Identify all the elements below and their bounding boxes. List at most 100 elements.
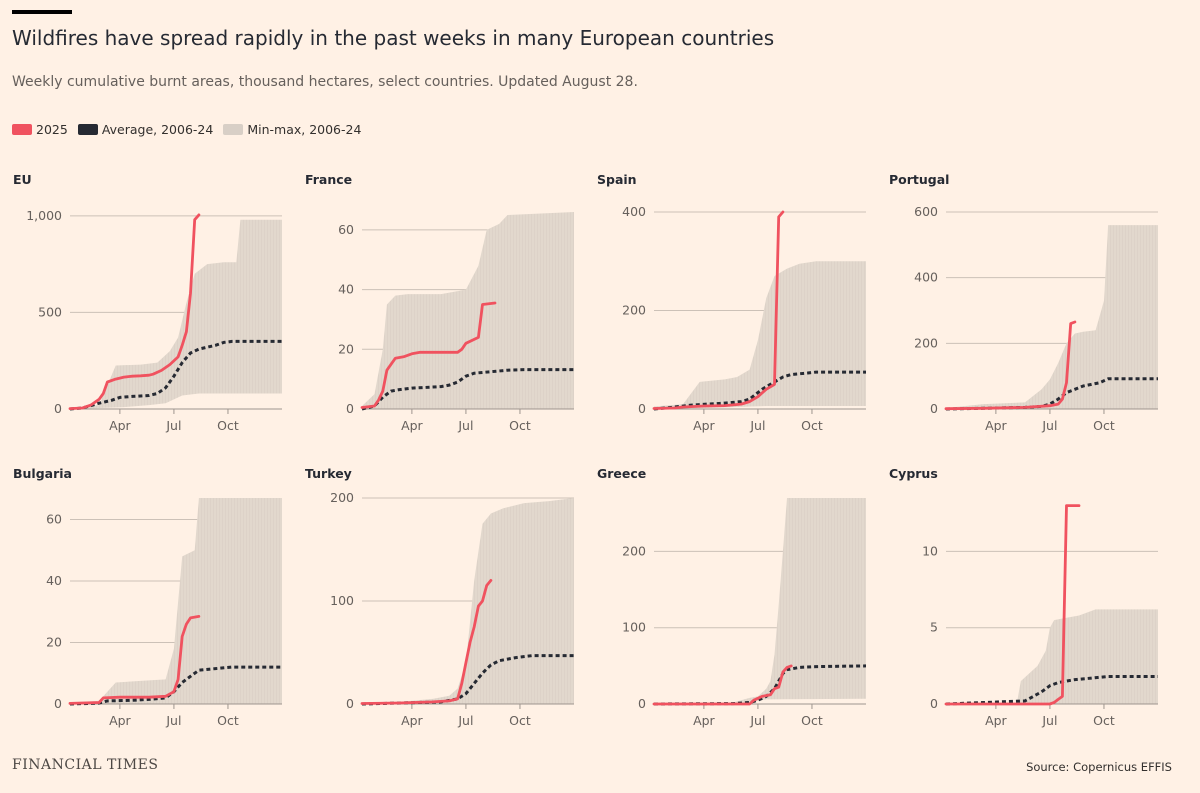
series-2025-line-turkey xyxy=(360,579,493,705)
y-tick-label: 0 xyxy=(346,696,354,711)
x-tick-label: Apr xyxy=(985,713,1007,728)
x-tick-label: Oct xyxy=(801,713,823,728)
series-2025-line-cyprus xyxy=(944,504,1081,706)
legend-label-average: Average, 2006-24 xyxy=(101,122,214,137)
x-tick-label: Jul xyxy=(1041,418,1057,433)
panel-title-france: France xyxy=(305,172,352,187)
y-tick-label: 40 xyxy=(338,282,354,297)
y-tick-label: 5 xyxy=(930,620,938,635)
panel-bulgaria: Bulgaria 0 20 40 60 Apr Jul Oct xyxy=(13,466,282,728)
panel-title-eu: EU xyxy=(13,172,32,187)
y-tick-label: 200 xyxy=(622,543,646,558)
average-line-france xyxy=(361,368,574,411)
series-2025-line-france xyxy=(360,301,497,409)
y-tick-label: 1,000 xyxy=(26,208,62,223)
y-tick-label: 0 xyxy=(930,696,938,711)
range-band-greece xyxy=(654,498,866,704)
x-tick-label: Apr xyxy=(401,713,423,728)
y-tick-label: 0 xyxy=(930,401,938,416)
y-tick-label: 20 xyxy=(338,341,354,356)
series-2025-line-eu xyxy=(68,213,201,411)
y-tick-label: 500 xyxy=(38,304,62,319)
x-tick-label: Apr xyxy=(401,418,423,433)
range-band-portugal xyxy=(946,225,1158,409)
panel-spain: Spain 0 200 400 Apr Jul Oct xyxy=(597,172,866,433)
y-tick-label: 200 xyxy=(914,335,938,350)
range-band-turkey xyxy=(362,498,574,704)
series-2025-line-spain xyxy=(652,210,785,410)
legend-swatch-2025 xyxy=(12,124,32,135)
series-2025-line-bulgaria xyxy=(68,615,201,705)
x-tick-label: Jul xyxy=(457,713,473,728)
panel-title-turkey: Turkey xyxy=(305,466,352,481)
x-tick-label: Oct xyxy=(217,713,239,728)
x-tick-label: Apr xyxy=(985,418,1007,433)
x-tick-label: Oct xyxy=(1093,418,1115,433)
legend-label-range: Min-max, 2006-24 xyxy=(247,122,362,137)
x-tick-label: Apr xyxy=(109,713,131,728)
header-rule xyxy=(12,10,72,14)
range-band-eu xyxy=(70,219,282,409)
x-tick-label: Oct xyxy=(509,418,531,433)
y-tick-label: 0 xyxy=(346,401,354,416)
average-line-cyprus xyxy=(945,675,1158,706)
source-note: Source: Copernicus EFFIS xyxy=(1026,760,1172,774)
panel-turkey: Turkey 0 100 200 Apr Jul Oct xyxy=(305,466,574,728)
x-tick-label: Jul xyxy=(749,713,765,728)
legend-item-range: Min-max, 2006-24 xyxy=(223,122,361,137)
panel-portugal: Portugal 0 200 400 600 Apr Jul Oct xyxy=(889,172,1158,433)
y-tick-label: 400 xyxy=(914,270,938,285)
chart-title: Wildfires have spread rapidly in the pas… xyxy=(12,26,775,50)
range-band-cyprus xyxy=(946,609,1158,704)
range-band-france xyxy=(362,212,574,409)
y-tick-label: 100 xyxy=(330,593,354,608)
y-tick-label: 20 xyxy=(46,635,62,650)
x-tick-label: Apr xyxy=(109,418,131,433)
panel-cyprus: Cyprus 0 5 10 Apr Jul Oct xyxy=(889,466,1158,728)
chart-subtitle: Weekly cumulative burnt areas, thousand … xyxy=(12,74,638,90)
range-band-bulgaria xyxy=(70,498,282,704)
x-tick-label: Apr xyxy=(693,713,715,728)
x-tick-label: Oct xyxy=(509,713,531,728)
x-tick-label: Jul xyxy=(165,713,181,728)
ft-logo: FINANCIAL TIMES xyxy=(12,757,159,773)
y-tick-label: 40 xyxy=(46,573,62,588)
range-band-spain xyxy=(654,261,866,409)
y-tick-label: 10 xyxy=(922,543,938,558)
x-tick-label: Jul xyxy=(165,418,181,433)
panel-france: France 0 20 40 60 Apr Jul Oct xyxy=(305,172,574,433)
x-tick-label: Oct xyxy=(801,418,823,433)
series-2025-line-portugal xyxy=(944,320,1077,411)
panel-title-portugal: Portugal xyxy=(889,172,949,187)
x-tick-label: Jul xyxy=(749,418,765,433)
y-tick-label: 60 xyxy=(46,512,62,527)
y-tick-label: 0 xyxy=(54,401,62,416)
panel-title-greece: Greece xyxy=(597,466,646,481)
y-tick-label: 400 xyxy=(622,204,646,219)
y-tick-label: 0 xyxy=(638,401,646,416)
average-line-eu xyxy=(69,339,282,411)
x-tick-label: Apr xyxy=(693,418,715,433)
panel-title-cyprus: Cyprus xyxy=(889,466,938,481)
x-tick-label: Jul xyxy=(1041,713,1057,728)
y-tick-label: 100 xyxy=(622,620,646,635)
y-tick-label: 600 xyxy=(914,204,938,219)
panel-title-bulgaria: Bulgaria xyxy=(13,466,72,481)
legend-item-average: Average, 2006-24 xyxy=(77,122,214,137)
y-tick-label: 0 xyxy=(54,696,62,711)
panel-eu: EU 0 500 1,000 Apr Jul Oct xyxy=(13,172,282,433)
y-tick-label: 200 xyxy=(622,303,646,318)
legend: 2025 Average, 2006-24 Min-max, 2006-24 xyxy=(12,122,361,137)
x-tick-label: Jul xyxy=(457,418,473,433)
y-tick-label: 0 xyxy=(638,696,646,711)
x-tick-label: Oct xyxy=(1093,713,1115,728)
y-tick-label: 200 xyxy=(330,490,354,505)
y-tick-label: 60 xyxy=(338,222,354,237)
panel-title-spain: Spain xyxy=(597,172,637,187)
legend-label-2025: 2025 xyxy=(36,122,68,137)
legend-swatch-average xyxy=(77,124,98,135)
panel-greece: Greece 0 100 200 Apr Jul Oct xyxy=(597,466,867,728)
legend-item-2025: 2025 xyxy=(12,122,68,137)
series-2025-line-greece xyxy=(652,664,793,706)
